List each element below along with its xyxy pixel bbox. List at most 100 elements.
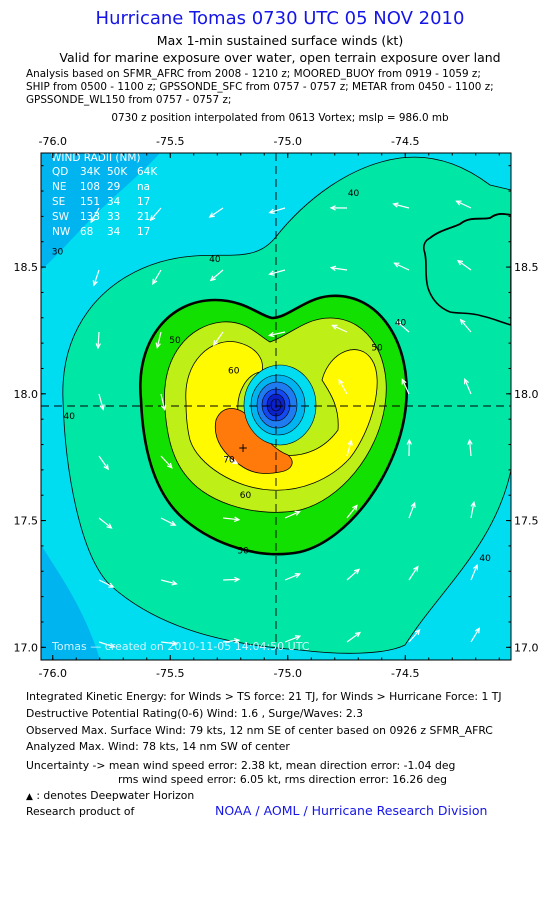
wind-vector	[152, 269, 162, 285]
wind-vector	[160, 455, 173, 469]
ike-line: Integrated Kinetic Energy: for Winds > T…	[26, 690, 502, 703]
dpr-line: Destructive Potential Rating(0-6) Wind: …	[26, 707, 364, 720]
wind-vector	[155, 331, 162, 349]
wind-radii-title: WIND RADII (NM)	[51, 152, 141, 164]
y-tick-label-left: 18.0	[14, 388, 39, 401]
wind-vector	[463, 377, 472, 395]
wind-vector	[408, 565, 419, 581]
wind-vector	[346, 631, 362, 643]
y-tick-label-right: 17.0	[514, 641, 539, 654]
contour-label: 40	[395, 318, 407, 328]
wind-radii-cell: 151	[80, 196, 100, 208]
wind-radii-cell: SE	[52, 196, 65, 208]
x-tick-label-bottom: -76.0	[39, 667, 67, 680]
uncertainty-rms-line: rms wind speed error: 6.05 kt, rms direc…	[118, 773, 447, 786]
chart-title: Hurricane Tomas 0730 UTC 05 NOV 2010	[95, 8, 465, 29]
contour-label: 40	[209, 255, 221, 265]
wind-vector	[90, 207, 100, 224]
band-below-30-nw	[41, 153, 160, 270]
y-tick-label-right: 17.5	[514, 515, 539, 528]
wind-vector	[95, 331, 101, 350]
x-tick-label-top: -75.0	[274, 135, 302, 148]
wind-vector	[406, 438, 412, 457]
wind-vector	[331, 324, 348, 333]
wind-radii-cell: 34	[107, 196, 121, 208]
wind-radii-cell: 34	[107, 226, 121, 238]
wind-vector	[455, 200, 472, 209]
organization-credit[interactable]: NOAA / AOML / Hurricane Research Divisio…	[215, 803, 488, 818]
wind-vector	[408, 628, 421, 643]
x-tick-label-top: -76.0	[39, 135, 67, 148]
wind-vector	[284, 510, 301, 519]
deepwater-label: : denotes Deepwater Horizon	[36, 789, 195, 802]
chart-subtitle: Max 1-min sustained surface winds (kt)	[156, 33, 404, 48]
axis-ticks: -76.0 -76.0 -75.5 -75.5 -75.0 -75.0 -74.5 -74.5…	[14, 135, 539, 680]
wind-vector	[222, 455, 239, 465]
wind-radii-header-cell: QD	[52, 166, 68, 178]
deepwater-line: ▲ : denotes Deepwater Horizon	[26, 789, 194, 802]
vortex-line: 0730 z position interpolated from 0613 V…	[111, 112, 449, 124]
wind-vector	[329, 205, 348, 211]
contour-label: 40	[479, 554, 491, 564]
uncertainty-line: Uncertainty -> mean wind speed error: 2.…	[26, 759, 456, 772]
wind-radii-table: WIND RADII (NM) QD 34K 50K 64K NE 108 29 na SE 15…	[51, 152, 158, 238]
contour-label: 60	[240, 491, 252, 501]
wind-vector	[268, 207, 286, 214]
contour-labels: 40 40 30 50 50 60 70 60 50 40 40 40	[52, 189, 491, 564]
wind-vector	[329, 265, 348, 272]
contour-label: 60	[228, 367, 240, 377]
wind-vector	[284, 635, 302, 643]
x-tick-label-bottom: -75.5	[156, 667, 184, 680]
wind-vector	[338, 378, 348, 395]
wind-radii-cell: 108	[80, 181, 100, 193]
analysis-line: GPSSONDE_WL150 from 0757 - 0757 z;	[26, 94, 232, 106]
wind-vector	[98, 579, 115, 588]
contour-label: 70	[223, 455, 235, 465]
wind-vector	[467, 438, 473, 457]
contour-label: 30	[52, 247, 64, 257]
wind-vector	[160, 517, 177, 526]
y-tick-label-right: 18.5	[514, 261, 539, 274]
x-tick-label-top: -74.5	[391, 135, 419, 148]
wind-vector	[346, 439, 353, 457]
wind-vector	[268, 331, 286, 338]
wind-vector	[395, 320, 410, 333]
wind-radii-cell: NW	[52, 226, 71, 238]
wind-vector	[92, 269, 100, 287]
contour-label: 50	[237, 547, 249, 557]
wind-vector	[459, 318, 472, 333]
x-tick-label-bottom: -75.0	[274, 667, 302, 680]
wind-vector	[222, 637, 241, 644]
wind-vector	[392, 202, 410, 209]
wind-vector	[208, 207, 224, 218]
wind-vector	[209, 269, 224, 282]
wind-radii-cell: SW	[52, 211, 70, 223]
y-tick-label-left: 17.5	[14, 515, 39, 528]
research-label: Research product of	[26, 805, 135, 818]
eye-contours	[243, 364, 317, 446]
wind-vector	[98, 641, 116, 649]
wind-vector	[470, 500, 476, 519]
created-stamp: Tomas — created on 2010-11-05 14:04:50 U…	[51, 640, 310, 653]
wind-vector	[470, 563, 478, 581]
wind-vector	[222, 516, 241, 522]
wind-vector	[160, 640, 179, 647]
chart-subtitle-validity: Valid for marine exposure over water, op…	[59, 50, 501, 65]
wind-vector	[98, 455, 109, 471]
wind-vector	[268, 269, 286, 276]
wind-vector	[98, 393, 105, 411]
wind-vector	[456, 259, 472, 271]
wind-vector	[222, 576, 241, 583]
wind-vector	[408, 501, 416, 519]
max-wind-marker: +	[238, 441, 248, 455]
wind-vector	[401, 378, 410, 395]
wind-vector	[346, 568, 361, 581]
wind-radii-cell: 133	[80, 211, 100, 223]
wind-vector	[393, 262, 410, 271]
y-tick-label-left: 18.5	[14, 261, 39, 274]
y-tick-label-right: 18.0	[514, 388, 539, 401]
coastline	[429, 212, 511, 239]
wind-radii-cell: na	[137, 181, 150, 193]
deepwater-horizon-icon: ▲	[26, 792, 33, 802]
